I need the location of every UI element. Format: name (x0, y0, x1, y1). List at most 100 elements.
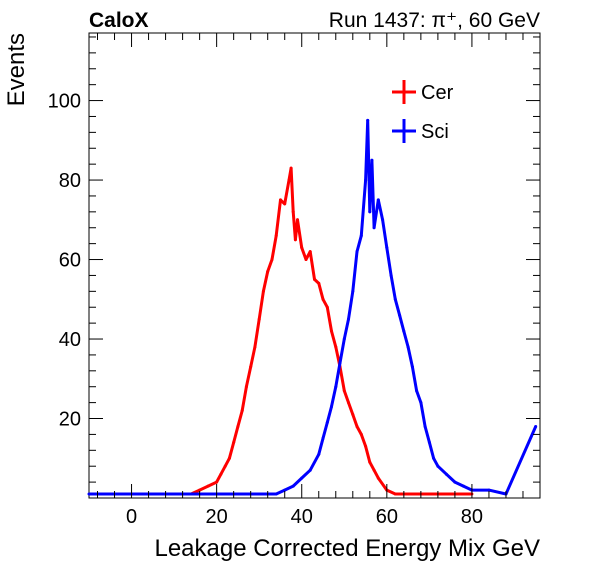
plot-frame (88, 32, 541, 499)
data-point (381, 218, 385, 222)
axes-layer: 0 20 40 60 80 20 40 60 80 100 (48, 33, 541, 528)
data-point (300, 476, 304, 480)
data-point (368, 210, 372, 214)
data-point (423, 425, 427, 428)
legend-cer-label: Cer (421, 82, 454, 104)
data-point (261, 289, 265, 293)
y-tick-label: 80 (59, 170, 81, 192)
data-point (293, 238, 297, 242)
data-point (334, 385, 338, 389)
data-point (444, 472, 448, 476)
x-tick-label: 20 (206, 506, 228, 528)
data-point (257, 492, 261, 496)
data-point (87, 492, 91, 496)
data-point (370, 158, 374, 162)
legend: Cer Sci (392, 80, 454, 143)
series-line-sci (89, 118, 538, 496)
data-point (249, 365, 253, 369)
data-point (402, 329, 406, 333)
y-tick-label: 40 (59, 329, 81, 351)
data-point (351, 289, 355, 293)
data-point (240, 409, 244, 413)
data-point (342, 389, 346, 393)
data-point (436, 464, 440, 468)
series-line-cer (97, 166, 472, 496)
data-point (372, 226, 376, 230)
data-point (342, 337, 346, 341)
data-point (317, 452, 321, 456)
data-point (321, 297, 325, 301)
x-axis-label: Leakage Corrected Energy Mix GeV (154, 535, 540, 562)
data-point (461, 484, 465, 488)
data-point (253, 345, 257, 349)
data-point (219, 472, 223, 476)
series-layer (87, 118, 538, 496)
data-point (389, 273, 393, 277)
data-point (487, 488, 491, 492)
data-point (257, 317, 261, 321)
data-point (385, 246, 389, 250)
data-point (313, 277, 316, 281)
data-point (266, 270, 270, 273)
data-point (453, 480, 457, 484)
y-tick-label: 100 (48, 91, 81, 113)
data-point (236, 425, 240, 428)
data-point (321, 436, 325, 440)
data-point (364, 178, 368, 182)
data-point (308, 468, 312, 472)
y-axis-label: Events (3, 33, 30, 106)
data-point (283, 202, 287, 206)
data-point (398, 313, 402, 317)
data-point (534, 425, 538, 428)
data-point (223, 464, 227, 468)
data-point (364, 444, 368, 448)
data-point (325, 305, 329, 309)
data-point (283, 488, 287, 492)
data-point (304, 258, 308, 261)
data-point (419, 401, 423, 405)
data-point (338, 361, 342, 365)
data-point (334, 345, 338, 349)
data-point (227, 456, 231, 460)
legend-sci-label: Sci (421, 121, 449, 143)
data-point (410, 492, 414, 496)
data-point (308, 250, 312, 254)
data-point (393, 297, 397, 301)
data-point (274, 492, 278, 496)
data-point (289, 166, 293, 170)
data-point (355, 250, 359, 254)
data-point (372, 468, 376, 472)
data-point (427, 440, 431, 444)
data-point (317, 281, 321, 285)
data-point (415, 389, 419, 393)
data-point (355, 425, 359, 428)
data-point (359, 234, 363, 238)
data-point (427, 492, 431, 496)
data-point (347, 317, 350, 321)
x-tick-label: 80 (461, 506, 483, 528)
data-point (287, 178, 291, 182)
data-point (376, 198, 380, 202)
data-point (240, 492, 244, 496)
data-point (330, 329, 333, 333)
data-point (393, 492, 397, 496)
data-point (406, 345, 410, 349)
data-point (351, 413, 355, 416)
data-point (244, 385, 248, 389)
data-point (232, 440, 236, 444)
x-tick-label: 0 (126, 506, 137, 528)
data-point (291, 484, 295, 488)
experiment-label: CaloX (89, 9, 149, 32)
run-label: Run 1437: π⁺, 60 GeV (329, 9, 540, 32)
series-sci (87, 118, 538, 496)
data-point (274, 234, 278, 238)
data-point (410, 365, 414, 369)
data-point (172, 492, 176, 496)
data-point (347, 401, 350, 405)
data-point (198, 488, 202, 492)
y-tick-label: 20 (59, 409, 81, 431)
y-tick-label: 60 (59, 250, 81, 272)
data-point (330, 405, 333, 409)
